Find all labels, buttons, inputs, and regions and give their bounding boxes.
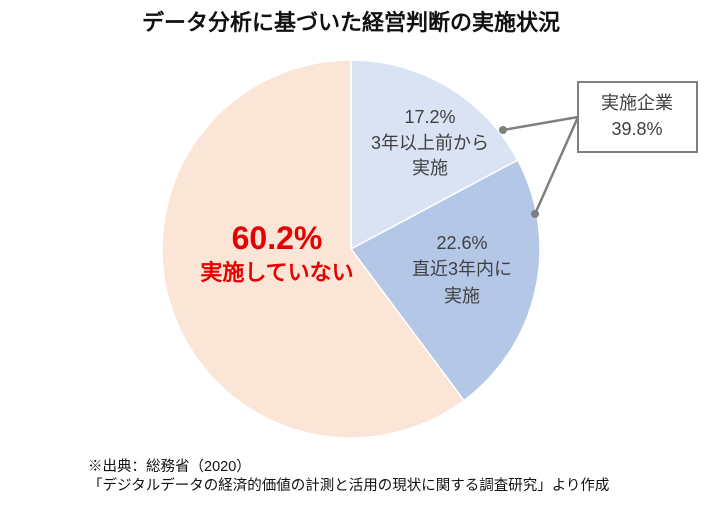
- pie-slice-not-implemented: [161, 59, 466, 439]
- callout-box: [577, 81, 698, 153]
- slice-value-label: 60.2%: [232, 220, 323, 256]
- slice-value-label: 17.2%: [404, 107, 455, 127]
- callout-value: 39.8%: [611, 119, 662, 139]
- callout-dot-upper: [499, 126, 507, 134]
- pie: [161, 59, 541, 439]
- pie-slice-3-years-ago: [350, 59, 519, 251]
- callout-label: 実施企業: [601, 93, 673, 113]
- slice-category-label: 直近3年内に: [412, 259, 512, 279]
- callout-dot-lower: [531, 210, 539, 218]
- source-note: ※出典：総務省（2020）: [88, 458, 251, 475]
- slice-value-label: 22.6%: [436, 233, 487, 253]
- callout: 実施企業 39.8%: [499, 81, 698, 218]
- slice-category-label: 実施していない: [200, 260, 353, 285]
- callout-line-upper: [502, 115, 579, 132]
- source-note: 「デジタルデータの経済的価値の計測と活用の現状に関する調査研究」より作成: [88, 476, 609, 494]
- slice-category-label: 実施: [444, 286, 480, 306]
- callout-line-lower: [533, 116, 580, 215]
- slice-category-label: 実施: [412, 158, 448, 178]
- pie-slice-recent-3-years: [349, 159, 541, 402]
- slice-category-label: 3年以上前から: [371, 133, 489, 153]
- chart-title: データ分析に基づいた経営判断の実施状況: [142, 10, 560, 35]
